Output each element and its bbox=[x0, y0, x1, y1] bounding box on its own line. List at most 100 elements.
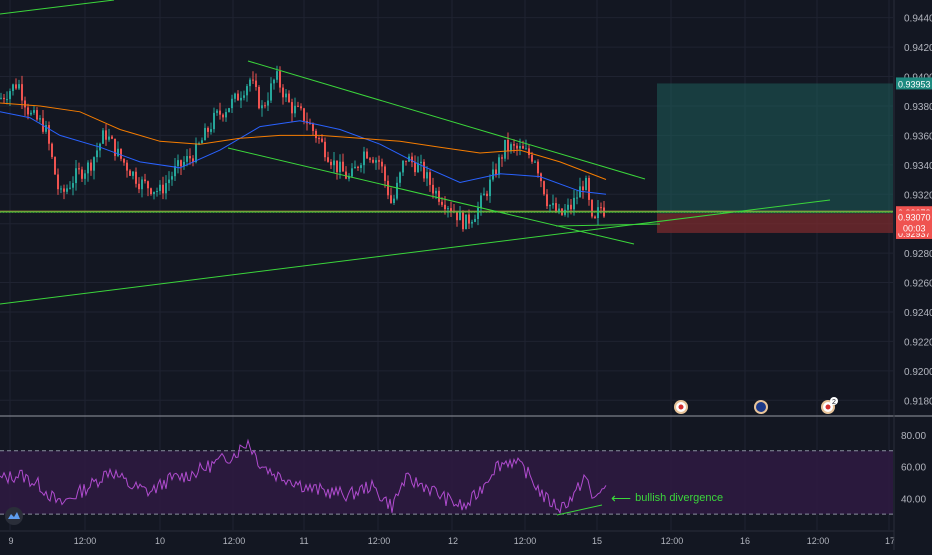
candle-body bbox=[180, 160, 182, 167]
candle-body bbox=[252, 79, 254, 81]
candle-body bbox=[390, 195, 392, 203]
event-count-badge bbox=[830, 397, 838, 405]
candle-body bbox=[360, 165, 362, 168]
candle-body bbox=[570, 204, 572, 210]
trendlines[interactable] bbox=[0, 0, 893, 305]
candle-body bbox=[69, 187, 71, 189]
candle-body bbox=[57, 174, 59, 190]
candle-body bbox=[159, 184, 161, 191]
trendline[interactable] bbox=[0, 199, 831, 305]
candle-body bbox=[432, 184, 434, 194]
candle-body bbox=[60, 188, 62, 190]
rsi-line bbox=[0, 438, 607, 515]
candle-body bbox=[111, 136, 113, 139]
candle-body bbox=[216, 110, 218, 113]
candle-body bbox=[531, 155, 533, 162]
candle-body bbox=[600, 207, 602, 209]
x-tick-label: 15 bbox=[592, 536, 602, 546]
candle-body bbox=[276, 71, 278, 80]
candle-body bbox=[174, 166, 176, 177]
candle-body bbox=[339, 161, 341, 173]
event-count-text: 2 bbox=[832, 399, 836, 406]
candle-body bbox=[573, 197, 575, 210]
candle-body bbox=[501, 157, 503, 159]
profit-zone[interactable] bbox=[657, 83, 893, 214]
candle-body bbox=[192, 158, 194, 163]
candle-body bbox=[18, 84, 20, 89]
loss-zone[interactable] bbox=[657, 213, 893, 233]
candle-body bbox=[549, 205, 551, 207]
candle-body bbox=[315, 130, 317, 139]
candle-body bbox=[351, 168, 353, 177]
candle-body bbox=[135, 171, 137, 184]
y-tick-label: 0.91800 bbox=[904, 396, 932, 407]
candle-body bbox=[324, 141, 326, 158]
x-tick-label: 12:00 bbox=[807, 536, 830, 546]
candle-body bbox=[522, 146, 524, 149]
candle-body bbox=[138, 183, 140, 190]
candle-body bbox=[165, 183, 167, 194]
candle-body bbox=[330, 161, 332, 166]
trendline[interactable] bbox=[555, 223, 661, 227]
candle-body bbox=[168, 179, 170, 184]
candle-body bbox=[261, 105, 263, 109]
candle-body bbox=[528, 148, 530, 156]
candle-body bbox=[372, 159, 374, 163]
candle-body bbox=[288, 93, 290, 103]
candle-body bbox=[24, 100, 26, 108]
candle-body bbox=[474, 218, 476, 222]
candle-body bbox=[0, 97, 2, 99]
price-axis-label-text: 0.92937 bbox=[898, 229, 931, 239]
candle-body bbox=[489, 179, 491, 197]
x-tick-label: 12:00 bbox=[661, 536, 684, 546]
candle-body bbox=[204, 127, 206, 141]
candle-body bbox=[384, 166, 386, 181]
candle-body bbox=[207, 127, 209, 132]
candle-body bbox=[246, 86, 248, 96]
candle-body bbox=[90, 162, 92, 171]
x-tick-label: 12:00 bbox=[368, 536, 391, 546]
candle-body bbox=[30, 112, 32, 115]
trendline[interactable] bbox=[227, 147, 635, 245]
candle-body bbox=[72, 183, 74, 188]
rsi-tick-label: 80.00 bbox=[901, 431, 926, 442]
candle-body bbox=[543, 181, 545, 195]
candle-body bbox=[369, 158, 371, 160]
event-icon-dot bbox=[678, 404, 684, 410]
candle-body bbox=[576, 197, 578, 199]
candle-body bbox=[492, 169, 494, 180]
trendline[interactable] bbox=[0, 0, 115, 15]
candle-body bbox=[495, 169, 497, 175]
candle-body bbox=[471, 221, 473, 224]
x-tick-label: 12:00 bbox=[223, 536, 246, 546]
candle-body bbox=[387, 180, 389, 196]
candle-body bbox=[273, 79, 275, 84]
event-icon-inner bbox=[756, 402, 766, 412]
candle-body bbox=[480, 195, 482, 208]
candle-body bbox=[405, 160, 407, 162]
candle-body bbox=[300, 106, 302, 109]
divergence-line[interactable] bbox=[556, 504, 603, 516]
candle-body bbox=[291, 102, 293, 114]
event-icons[interactable]: 2 bbox=[674, 397, 838, 414]
x-tick-label: 11 bbox=[299, 536, 308, 546]
trendline[interactable] bbox=[247, 60, 646, 180]
candle-body bbox=[504, 139, 506, 159]
candle-body bbox=[105, 130, 107, 140]
candle-body bbox=[93, 157, 95, 171]
candle-body bbox=[255, 80, 257, 87]
candle-body bbox=[162, 184, 164, 194]
candle-body bbox=[279, 71, 281, 88]
x-tick-label: 16 bbox=[740, 536, 750, 546]
candle-body bbox=[48, 125, 50, 144]
candle-body bbox=[342, 161, 344, 172]
candle-body bbox=[108, 136, 110, 140]
